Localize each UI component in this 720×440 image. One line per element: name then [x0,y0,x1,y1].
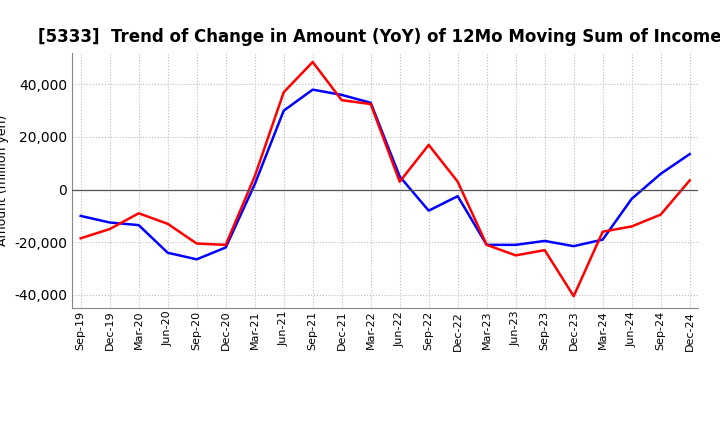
Net Income [251,174,259,179]
Net Income [424,142,433,147]
Net Income [685,178,694,183]
Net Income [308,59,317,65]
Line: Ordinary Income: Ordinary Income [81,90,690,259]
Net Income [627,224,636,229]
Ordinary Income [395,174,404,179]
Ordinary Income [76,213,85,219]
Net Income [366,102,375,107]
Ordinary Income [541,238,549,244]
Net Income [395,179,404,184]
Title: [5333]  Trend of Change in Amount (YoY) of 12Mo Moving Sum of Incomes: [5333] Trend of Change in Amount (YoY) o… [38,28,720,46]
Ordinary Income [627,196,636,202]
Net Income [338,98,346,103]
Ordinary Income [105,220,114,225]
Ordinary Income [366,100,375,106]
Ordinary Income [511,242,520,247]
Net Income [482,242,491,247]
Net Income [598,229,607,235]
Net Income [105,227,114,232]
Ordinary Income [598,237,607,242]
Ordinary Income [279,108,288,114]
Ordinary Income [163,250,172,255]
Net Income [221,242,230,247]
Net Income [511,253,520,258]
Ordinary Income [251,182,259,187]
Ordinary Income [135,223,143,228]
Ordinary Income [424,208,433,213]
Ordinary Income [192,257,201,262]
Ordinary Income [685,151,694,157]
Net Income [657,212,665,217]
Net Income [163,221,172,227]
Net Income [454,179,462,184]
Ordinary Income [221,245,230,250]
Ordinary Income [454,194,462,199]
Net Income [76,236,85,241]
Ordinary Income [657,171,665,176]
Y-axis label: Amount (million yen): Amount (million yen) [0,115,9,246]
Net Income [135,211,143,216]
Net Income [541,247,549,253]
Ordinary Income [482,242,491,247]
Ordinary Income [308,87,317,92]
Ordinary Income [338,92,346,98]
Net Income [570,293,578,299]
Net Income [279,90,288,95]
Line: Net Income: Net Income [81,62,690,296]
Ordinary Income [570,243,578,249]
Net Income [192,241,201,246]
